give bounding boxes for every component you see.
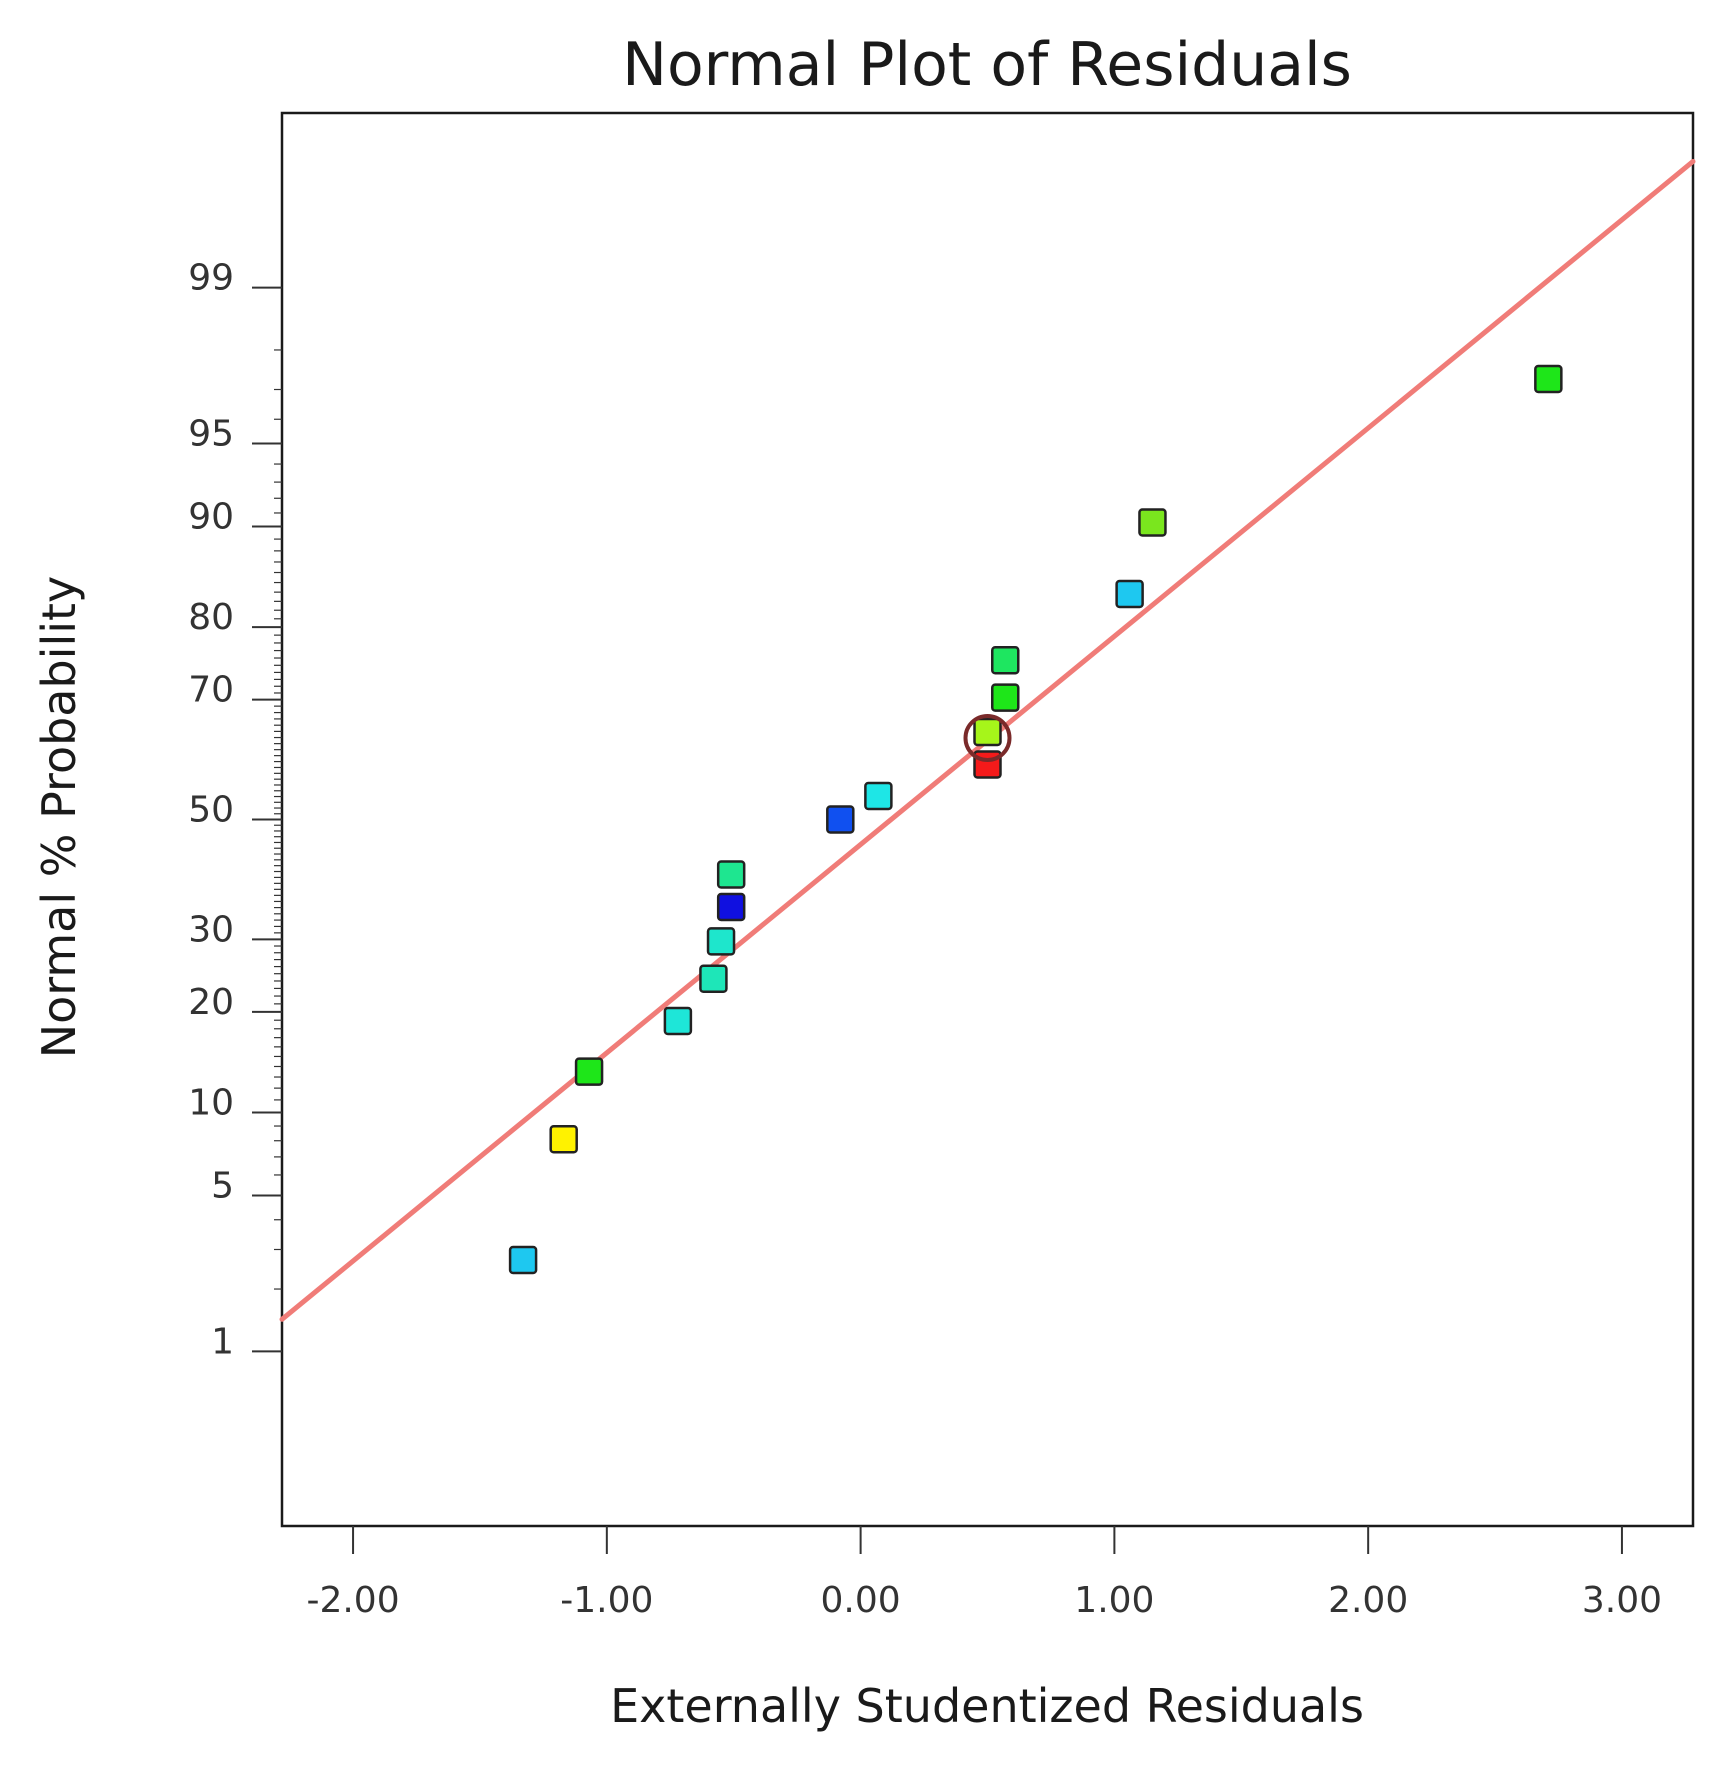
data-point (991, 645, 1020, 675)
y-tick-label: 5 (211, 1166, 234, 1207)
y-tick-label: 90 (188, 497, 234, 538)
y-tick-label: 50 (188, 790, 234, 831)
data-point (1115, 579, 1144, 609)
data-point (574, 1057, 604, 1086)
y-axis: 1 5 10 20 30 50 70 80 90 95 99 (188, 258, 282, 1362)
x-tick-label: 0.00 (821, 1580, 901, 1621)
y-tick-label: 10 (188, 1082, 234, 1123)
x-axis-label: Externally Studentized Residuals (610, 1679, 1364, 1733)
x-tick-label: 1.00 (1074, 1580, 1154, 1621)
data-point (991, 683, 1020, 712)
x-tick-label: -1.00 (560, 1580, 653, 1621)
x-tick-label: 2.00 (1328, 1580, 1408, 1621)
data-point (1534, 364, 1563, 394)
data-point (508, 1245, 538, 1275)
x-axis: -2.00 -1.00 0.00 1.00 2.00 3.00 (306, 1526, 1662, 1621)
y-tick-label: 1 (211, 1321, 234, 1362)
y-axis-label: Normal % Probability (32, 576, 86, 1059)
data-point (973, 717, 1002, 747)
data-point (663, 1006, 693, 1036)
data-point (549, 1124, 578, 1154)
plot-frame (280, 111, 1695, 1528)
x-tick-label: 3.00 (1582, 1580, 1662, 1621)
data-point (706, 927, 736, 956)
data-point (716, 860, 746, 889)
y-tick-label: 70 (188, 670, 234, 711)
selected-point-ring (963, 714, 1012, 763)
y-tick-label: 20 (188, 982, 234, 1023)
chart-title: Normal Plot of Residuals (622, 30, 1352, 100)
data-point (699, 964, 728, 994)
data-point (826, 805, 855, 834)
data-point (973, 750, 1002, 779)
data-point (864, 781, 893, 811)
y-tick-label: 30 (188, 909, 234, 950)
data-point (716, 892, 746, 922)
y-tick-label: 80 (188, 597, 234, 638)
x-tick-label: -2.00 (306, 1580, 399, 1621)
data-point (1138, 508, 1167, 537)
data-points (508, 364, 1563, 1275)
y-tick-label: 95 (188, 413, 234, 454)
y-tick-label: 99 (188, 258, 234, 299)
